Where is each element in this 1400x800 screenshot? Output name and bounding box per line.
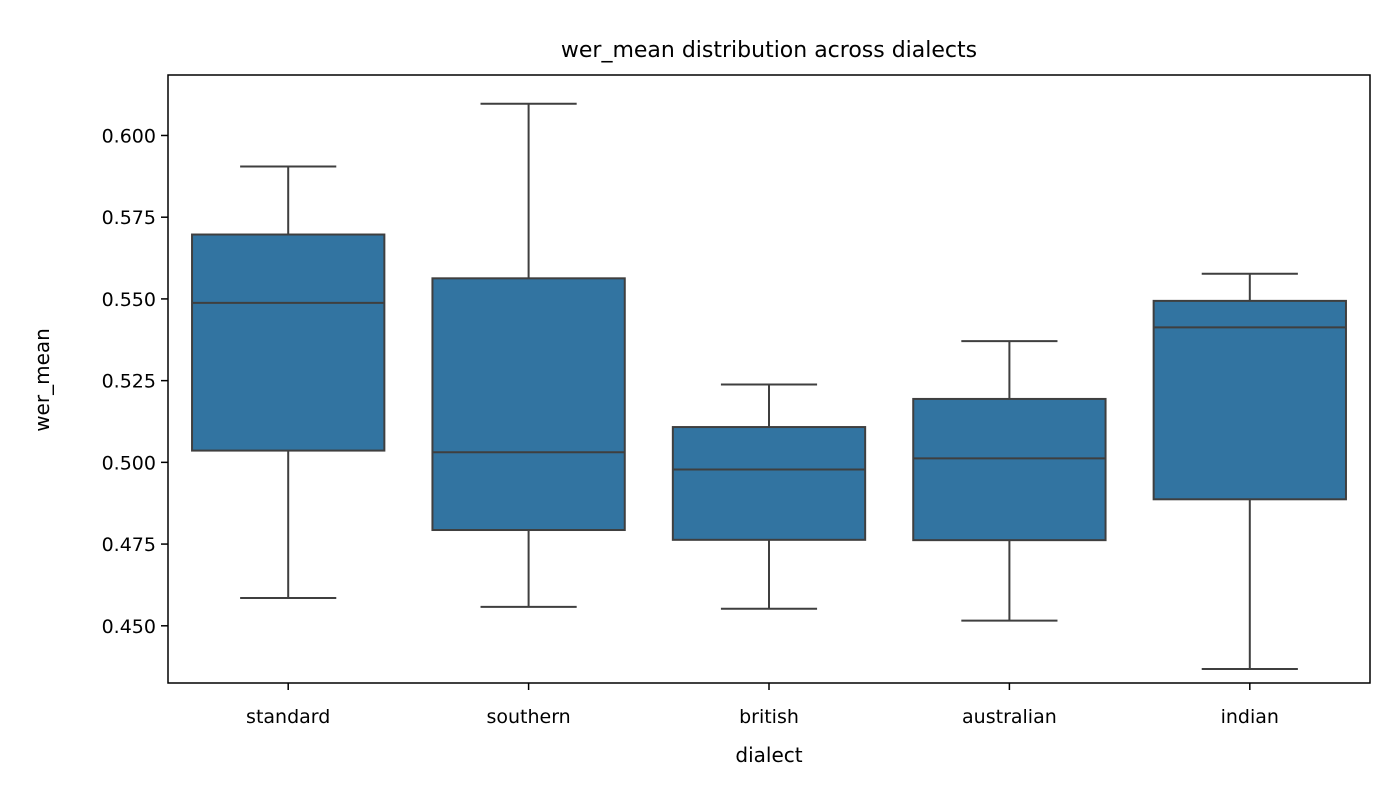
y-tick-label: 0.450: [102, 616, 156, 638]
iqr-box: [912, 397, 1107, 542]
x-axis: standard southern british australian indian: [246, 683, 1279, 728]
y-tick-label: 0.575: [102, 207, 156, 229]
y-tick-label: 0.600: [102, 125, 156, 147]
box-indian: [1152, 272, 1347, 670]
iqr-box: [431, 277, 626, 532]
box-southern: [431, 102, 626, 608]
box-standard: [191, 165, 386, 600]
x-tick-label: indian: [1221, 706, 1279, 728]
y-tick-label: 0.500: [102, 452, 156, 474]
x-axis-label: dialect: [735, 743, 802, 767]
y-axis-label: wer_mean: [30, 328, 54, 432]
y-tick-label: 0.550: [102, 289, 156, 311]
y-tick-label: 0.525: [102, 371, 156, 393]
box-australian: [912, 340, 1107, 622]
box-group: [191, 102, 1347, 670]
iqr-box: [191, 233, 386, 452]
iqr-box: [671, 426, 867, 541]
y-axis: 0.450 0.475 0.500 0.525 0.550 0.575 0.600: [102, 125, 168, 638]
x-tick-label: southern: [486, 706, 570, 728]
chart-title: wer_mean distribution across dialects: [561, 38, 977, 63]
x-tick-label: australian: [962, 706, 1057, 728]
x-tick-label: standard: [246, 706, 330, 728]
y-tick-label: 0.475: [102, 534, 156, 556]
x-tick-label: british: [739, 706, 799, 728]
iqr-box: [1152, 299, 1347, 501]
box-british: [671, 383, 867, 610]
